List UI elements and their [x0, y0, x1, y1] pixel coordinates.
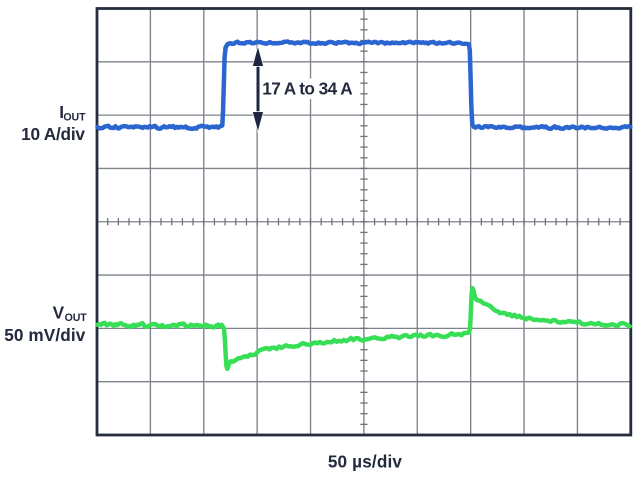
- svg-text:10 A/div: 10 A/div: [21, 124, 85, 144]
- svg-text:17 A to 34 A: 17 A to 34 A: [262, 79, 352, 99]
- svg-text:50 mV/div: 50 mV/div: [4, 325, 85, 345]
- svg-text:OUT: OUT: [63, 112, 86, 124]
- svg-text:OUT: OUT: [65, 312, 88, 324]
- svg-text:I: I: [59, 102, 64, 122]
- svg-text:V: V: [53, 303, 65, 323]
- svg-text:50 µs/div: 50 µs/div: [328, 451, 403, 471]
